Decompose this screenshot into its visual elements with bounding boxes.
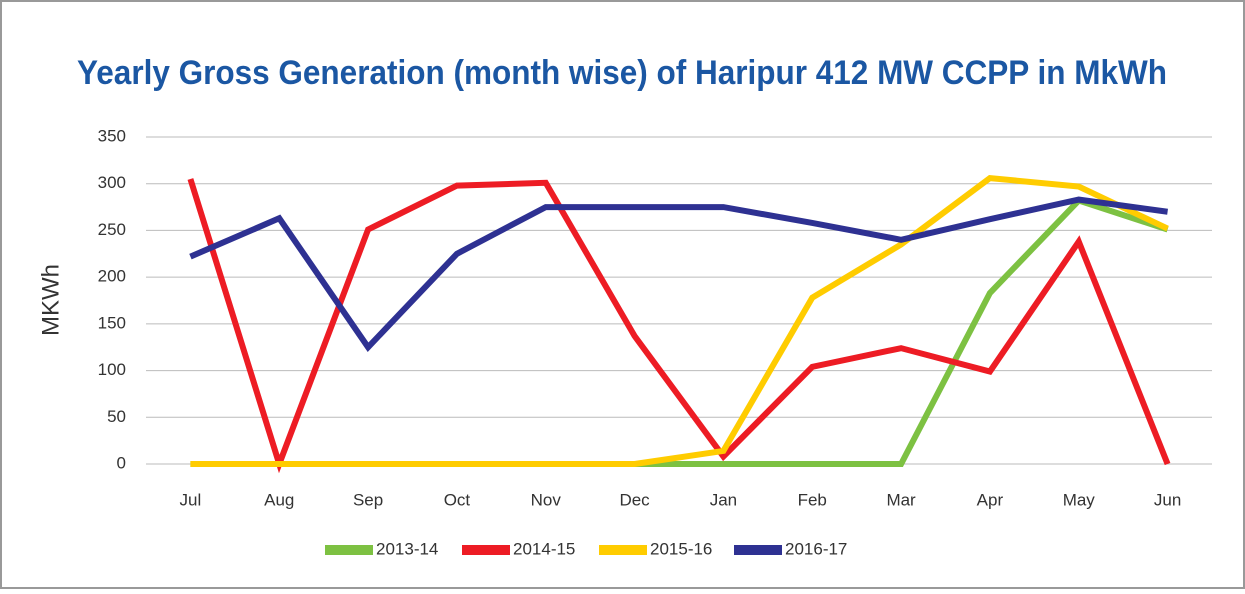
x-tick-label: Jul — [180, 490, 202, 509]
x-tick-label: Feb — [798, 490, 827, 509]
y-tick-label: 250 — [98, 220, 126, 239]
chart-title: Yearly Gross Generation (month wise) of … — [77, 54, 1167, 92]
y-tick-label: 100 — [98, 360, 126, 379]
x-tick-label: Dec — [619, 490, 650, 509]
legend-swatch — [462, 545, 510, 555]
legend-swatch — [325, 545, 373, 555]
y-tick-label: 300 — [98, 173, 126, 192]
legend-label: 2014-15 — [513, 539, 575, 558]
y-tick-label: 350 — [98, 126, 126, 145]
legend-label: 2013-14 — [376, 539, 438, 558]
x-tick-label: May — [1063, 490, 1096, 509]
x-tick-label: Jan — [710, 490, 737, 509]
legend-label: 2016-17 — [785, 539, 847, 558]
y-tick-label: 200 — [98, 267, 126, 286]
x-tick-label: Oct — [444, 490, 471, 509]
x-tick-label: Sep — [353, 490, 383, 509]
legend-swatch — [734, 545, 782, 555]
x-tick-label: Jun — [1154, 490, 1181, 509]
x-tick-label: Mar — [886, 490, 916, 509]
y-tick-label: 50 — [107, 407, 126, 426]
x-tick-label: Nov — [531, 490, 562, 509]
y-axis-label: MKWh — [37, 264, 64, 336]
y-tick-label: 150 — [98, 313, 126, 332]
y-tick-label: 0 — [117, 453, 126, 472]
series-line — [190, 175, 1169, 467]
series-line — [187, 178, 1171, 474]
legend-label: 2015-16 — [650, 539, 712, 558]
legend-swatch — [599, 545, 647, 555]
x-tick-label: Aug — [264, 490, 294, 509]
x-tick-label: Apr — [977, 490, 1004, 509]
series-line — [189, 196, 1168, 352]
